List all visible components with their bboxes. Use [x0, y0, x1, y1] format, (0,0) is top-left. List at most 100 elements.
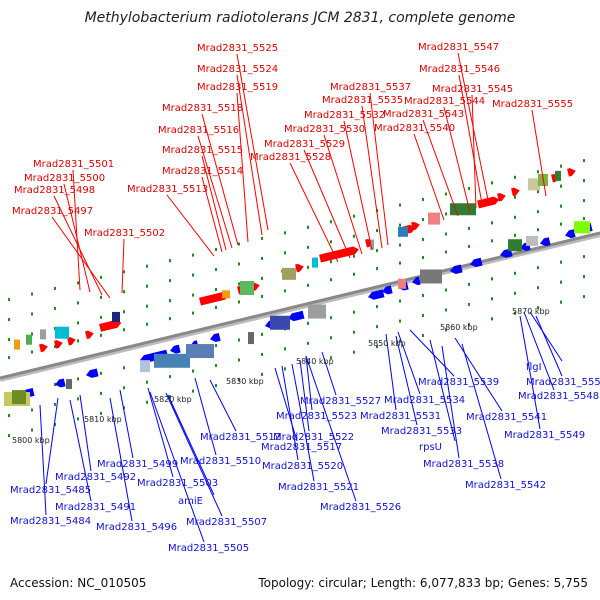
kbp-label: 5840 kbp	[296, 357, 334, 366]
tick-dot	[192, 369, 194, 373]
tick-dot	[307, 225, 309, 229]
gene-label-reverse: Mrad2831_5517	[261, 442, 342, 453]
tick-dot	[146, 264, 148, 268]
tick-dot	[445, 250, 447, 254]
leader-forward	[63, 183, 91, 293]
tick-dot	[330, 316, 332, 320]
leader-reverse	[274, 367, 298, 442]
tick-dot	[77, 377, 79, 381]
tick-dot	[491, 239, 493, 243]
tick-dot	[353, 272, 355, 276]
tick-dot	[31, 428, 33, 432]
tick-dot	[422, 334, 424, 338]
tick-dot	[376, 267, 378, 271]
tick-dot	[123, 290, 125, 294]
tick-dot	[537, 210, 539, 214]
leader-reverse	[79, 394, 92, 472]
gene-label-reverse: Mrad2831_5491	[55, 502, 136, 513]
gene-label-reverse: flgI	[526, 362, 542, 373]
tick-dot	[215, 288, 217, 292]
gene-forward	[295, 263, 304, 273]
tick-dot	[399, 299, 401, 303]
tick-dot	[123, 406, 125, 410]
tick-dot	[537, 266, 539, 270]
tick-dot	[560, 204, 562, 208]
tick-dot	[146, 322, 148, 326]
gene-label-reverse: rpsU	[419, 442, 442, 453]
feature-box	[270, 315, 290, 330]
leader-forward	[201, 155, 227, 251]
gene-forward	[67, 336, 76, 346]
leader-reverse	[167, 394, 215, 496]
tick-dot	[514, 215, 516, 219]
leader-reverse	[519, 315, 541, 430]
gene-reverse	[170, 344, 181, 354]
feature-box	[222, 290, 230, 299]
tick-dot	[284, 231, 286, 235]
tick-dot	[77, 417, 79, 421]
gene-reverse	[368, 289, 385, 300]
gene-label-forward: Mrad2831_5519	[197, 82, 278, 93]
tick-dot	[8, 414, 10, 418]
tick-dot	[376, 325, 378, 329]
leader-reverse	[397, 331, 421, 395]
tick-dot	[100, 391, 102, 395]
tick-dot	[330, 240, 332, 244]
tick-dot	[583, 159, 585, 163]
tick-dot	[468, 186, 470, 190]
gene-label-reverse: Mrad2831_5485	[10, 485, 91, 496]
leader-reverse	[149, 391, 205, 543]
tick-dot	[468, 282, 470, 286]
tick-dot	[307, 321, 309, 325]
tick-dot	[422, 294, 424, 298]
gene-label-forward: Mrad2831_5546	[419, 64, 500, 75]
leader-reverse	[454, 337, 503, 412]
tick-dot	[238, 300, 240, 304]
gene-label-forward: Mrad2831_5532	[304, 110, 385, 121]
gene-label-reverse: Mrad2831_5539	[418, 377, 499, 388]
leader-reverse	[209, 379, 237, 432]
gene-forward	[477, 196, 500, 209]
leader-forward	[323, 134, 363, 255]
leader-forward	[458, 74, 483, 205]
gene-label-reverse: Mrad2831_5542	[465, 480, 546, 491]
tick-dot	[31, 350, 33, 354]
tick-dot	[537, 228, 539, 232]
tick-dot	[169, 259, 171, 263]
tick-dot	[514, 175, 516, 179]
tick-dot	[330, 336, 332, 340]
tick-dot	[491, 297, 493, 301]
kbp-label: 5860 kbp	[440, 323, 478, 332]
tick-dot	[284, 367, 286, 371]
gene-label-forward: Mrad2831_5537	[330, 82, 411, 93]
gene-label-reverse: Mrad2831_5499	[97, 459, 178, 470]
leader-reverse	[321, 351, 337, 396]
leader-forward	[72, 169, 81, 291]
gene-label-forward: Mrad2831_5525	[197, 43, 278, 54]
kbp-label: 5810 kbp	[84, 415, 122, 424]
gene-label-forward: Mrad2831_5501	[33, 159, 114, 170]
gene-label-forward: Mrad2831_5543	[383, 109, 464, 120]
leader-forward	[197, 135, 233, 249]
leader-reverse	[429, 339, 456, 442]
tick-dot	[192, 389, 194, 393]
tick-dot	[284, 251, 286, 255]
leader-reverse	[409, 329, 455, 377]
gene-label-reverse: Mrad2831_5533	[381, 426, 462, 437]
tick-dot	[100, 315, 102, 319]
gene-reverse	[382, 285, 393, 295]
tick-dot	[514, 195, 516, 199]
leader-reverse	[109, 397, 133, 522]
leader-reverse	[194, 377, 217, 456]
leader-reverse	[461, 343, 502, 480]
tick-dot	[238, 242, 240, 246]
tick-dot	[54, 402, 56, 406]
tick-dot	[353, 254, 355, 258]
leader-reverse	[395, 335, 418, 426]
leader-forward	[471, 94, 477, 209]
leader-reverse	[441, 345, 460, 459]
leader-forward	[361, 105, 383, 249]
gene-forward	[319, 246, 359, 263]
tick-dot	[123, 270, 125, 274]
